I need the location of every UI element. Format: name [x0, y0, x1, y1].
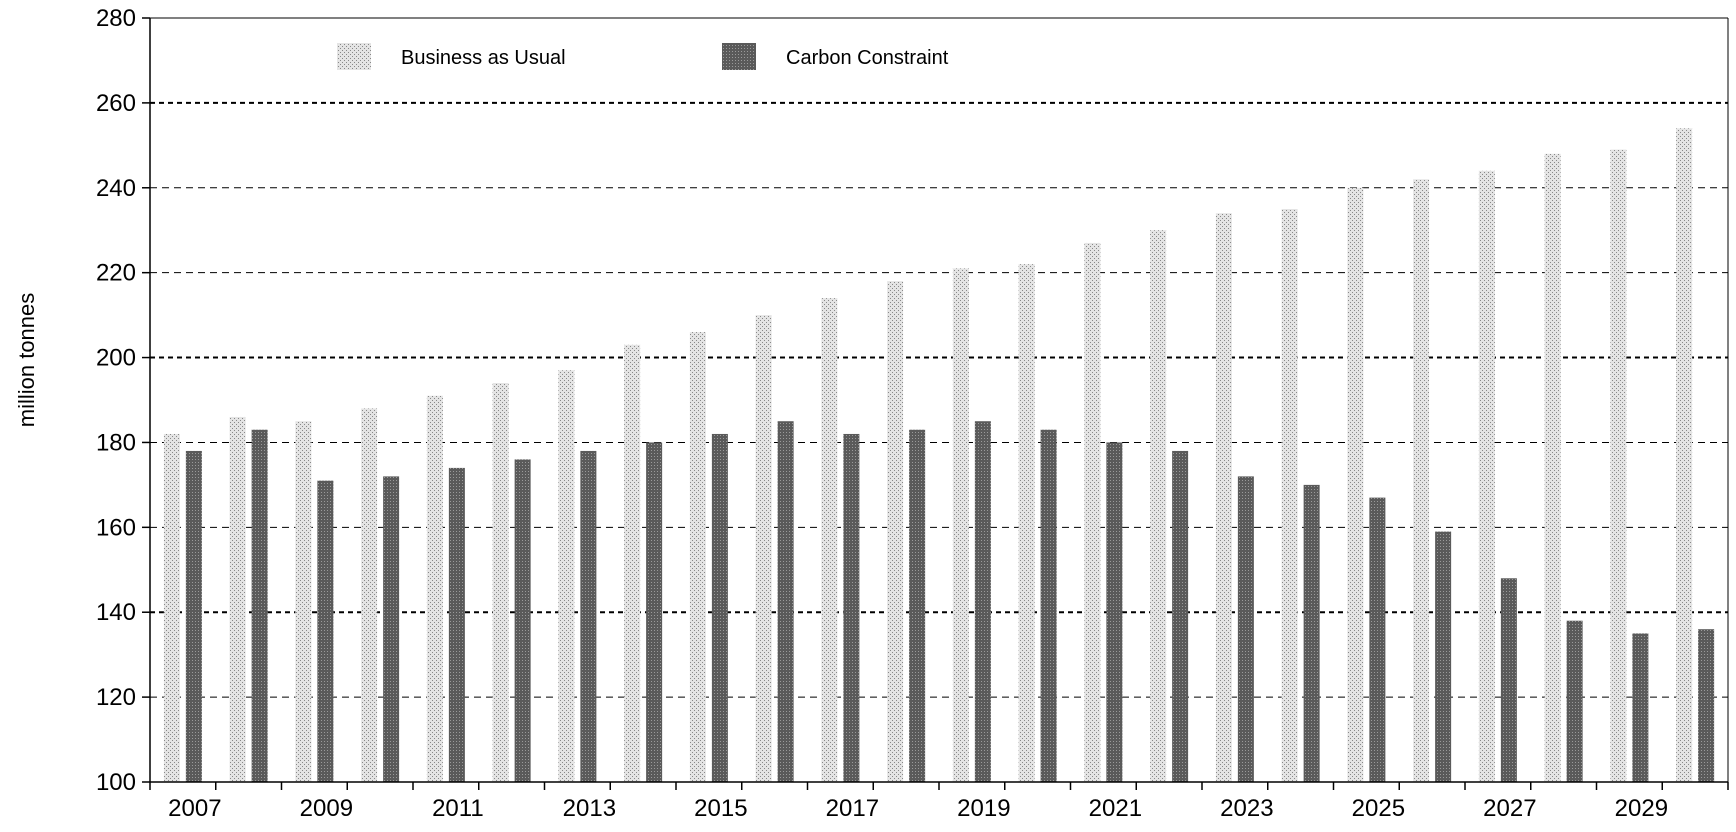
x-tick-label: 2027 — [1483, 795, 1536, 822]
bar-carbon-constraint-2008 — [251, 429, 268, 782]
bar-business-as-usual-2022 — [1150, 230, 1167, 782]
bar-business-as-usual-2008 — [229, 416, 246, 782]
bar-carbon-constraint-2007 — [185, 450, 202, 782]
x-tick-label: 2015 — [694, 795, 747, 822]
y-tick-label: 280 — [96, 5, 136, 32]
legend-label-carbon-constraint: Carbon Constraint — [786, 47, 949, 69]
bar-business-as-usual-2007 — [163, 433, 180, 782]
y-tick-label: 260 — [96, 90, 136, 117]
bar-business-as-usual-2030 — [1676, 128, 1693, 782]
x-tick-label: 2009 — [300, 795, 353, 822]
bar-business-as-usual-2009 — [295, 421, 312, 782]
y-tick-label: 160 — [96, 514, 136, 541]
y-axis-title: million tonnes — [14, 293, 39, 428]
y-tick-label: 240 — [96, 175, 136, 202]
bar-business-as-usual-2015 — [689, 332, 706, 782]
bar-carbon-constraint-2026 — [1435, 531, 1452, 782]
legend-swatch-business-as-usual — [337, 43, 371, 70]
bar-carbon-constraint-2018 — [909, 429, 926, 782]
bar-carbon-constraint-2027 — [1500, 578, 1517, 782]
bar-carbon-constraint-2024 — [1303, 484, 1320, 782]
bar-carbon-constraint-2028 — [1566, 620, 1583, 782]
bar-business-as-usual-2017 — [821, 298, 838, 782]
y-tick-label: 120 — [96, 684, 136, 711]
bar-carbon-constraint-2013 — [580, 450, 597, 782]
x-tick-label: 2029 — [1615, 795, 1668, 822]
bar-business-as-usual-2027 — [1478, 170, 1495, 783]
axes — [142, 17, 1729, 790]
x-tick-label: 2017 — [826, 795, 879, 822]
bar-business-as-usual-2018 — [887, 281, 904, 782]
bar-business-as-usual-2010 — [361, 408, 378, 782]
bar-carbon-constraint-2015 — [711, 433, 728, 782]
legend-swatch-carbon-constraint — [722, 43, 756, 70]
x-tick-label: 2013 — [563, 795, 616, 822]
legend: Business as Usual Carbon Constraint — [337, 43, 949, 70]
bar-carbon-constraint-2016 — [777, 421, 794, 782]
bars — [163, 128, 1715, 783]
bar-business-as-usual-2019 — [952, 268, 969, 782]
bar-business-as-usual-2012 — [492, 383, 509, 782]
bar-carbon-constraint-2022 — [1172, 450, 1189, 782]
x-tick-label: 2021 — [1089, 795, 1142, 822]
y-tick-label: 220 — [96, 260, 136, 287]
bar-business-as-usual-2016 — [755, 315, 772, 782]
bar-business-as-usual-2024 — [1281, 209, 1298, 782]
x-tick-label: 2023 — [1220, 795, 1273, 822]
bar-carbon-constraint-2019 — [974, 421, 991, 782]
bar-business-as-usual-2013 — [558, 370, 575, 782]
bar-business-as-usual-2026 — [1413, 179, 1430, 783]
bar-business-as-usual-2025 — [1347, 187, 1364, 782]
bar-carbon-constraint-2020 — [1040, 429, 1057, 782]
bar-carbon-constraint-2030 — [1698, 629, 1715, 782]
bar-business-as-usual-2023 — [1215, 213, 1232, 782]
legend-label-business-as-usual: Business as Usual — [401, 47, 566, 69]
bar-carbon-constraint-2029 — [1632, 633, 1649, 782]
bar-carbon-constraint-2014 — [646, 442, 663, 782]
bar-carbon-constraint-2009 — [317, 480, 334, 782]
bar-carbon-constraint-2025 — [1369, 497, 1386, 782]
bar-carbon-constraint-2023 — [1237, 476, 1254, 782]
x-tick-label: 2007 — [168, 795, 221, 822]
y-tick-label: 200 — [96, 345, 136, 372]
x-tick-label: 2011 — [432, 795, 484, 822]
x-tick-label: 2019 — [957, 795, 1010, 822]
bar-carbon-constraint-2010 — [383, 476, 400, 782]
bar-business-as-usual-2029 — [1610, 149, 1627, 783]
y-tick-label: 100 — [96, 769, 136, 796]
bar-business-as-usual-2021 — [1084, 242, 1101, 782]
y-tick-label: 140 — [96, 599, 136, 626]
bar-business-as-usual-2014 — [624, 344, 641, 782]
tick-labels: 100 120 140 160 180 200 220 240 260 280 2007 2009 20… — [96, 5, 1668, 822]
bar-carbon-constraint-2021 — [1106, 442, 1123, 782]
bar-carbon-constraint-2012 — [514, 459, 531, 782]
y-tick-label: 180 — [96, 429, 136, 456]
bar-business-as-usual-2011 — [426, 395, 443, 782]
x-tick-label: 2025 — [1352, 795, 1405, 822]
gridlines — [150, 101, 1728, 698]
bar-business-as-usual-2028 — [1544, 153, 1561, 783]
bar-carbon-constraint-2017 — [843, 433, 860, 782]
bar-business-as-usual-2020 — [1018, 264, 1035, 783]
bar-carbon-constraint-2011 — [448, 467, 465, 782]
